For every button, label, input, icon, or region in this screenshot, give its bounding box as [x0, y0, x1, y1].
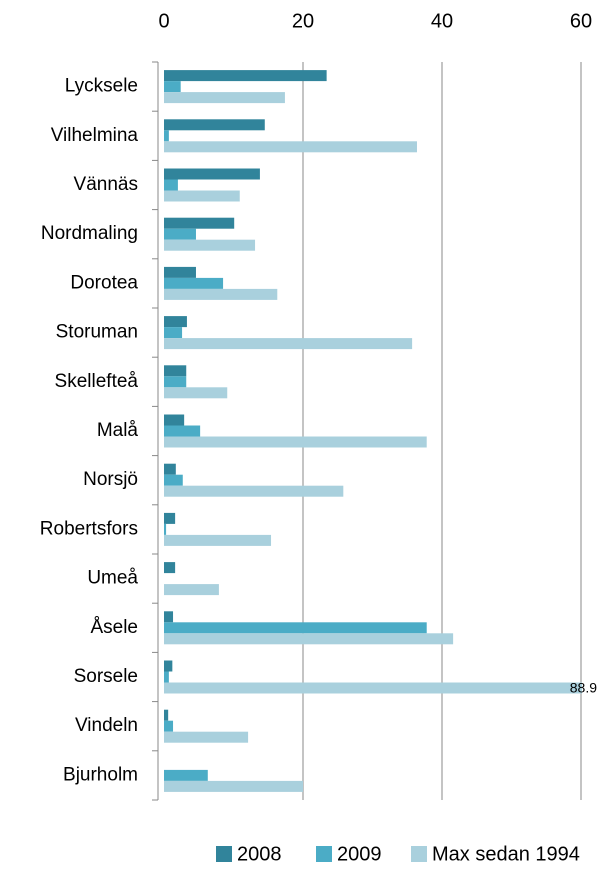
grid — [302, 62, 582, 800]
bar — [164, 239, 256, 251]
bar — [164, 425, 201, 437]
bar — [164, 92, 285, 104]
bar — [164, 534, 272, 546]
bar — [164, 709, 169, 721]
y-tick-label: Lycksele — [65, 76, 138, 97]
legend-swatch — [316, 846, 332, 862]
bar — [164, 463, 176, 475]
legend-swatch — [216, 846, 232, 862]
bar — [164, 720, 174, 732]
bar — [164, 130, 169, 142]
y-tick-label: Åsele — [90, 617, 138, 638]
bar — [164, 660, 173, 672]
bar — [164, 141, 417, 153]
y-tick-label: Vilhelmina — [51, 125, 139, 146]
y-tick-label: Dorotea — [70, 272, 138, 293]
bar — [164, 769, 208, 781]
x-tick-label: 0 — [158, 10, 169, 32]
legend-label: Max sedan 1994 — [432, 843, 580, 865]
bar — [164, 119, 265, 131]
bar — [164, 316, 187, 328]
bar — [164, 562, 176, 574]
bar — [164, 387, 228, 399]
bar — [164, 485, 344, 497]
bar — [164, 327, 183, 339]
bar — [164, 474, 183, 486]
bar — [164, 414, 185, 426]
bar — [164, 584, 219, 596]
bar — [164, 731, 249, 743]
legend-label: 2008 — [237, 843, 282, 865]
y-tick-label: Bjurholm — [63, 764, 138, 785]
bar — [164, 81, 181, 93]
bar — [164, 633, 454, 645]
bar — [164, 622, 427, 634]
bar — [164, 168, 260, 180]
legend-swatch — [411, 846, 427, 862]
bar — [164, 190, 240, 202]
data-label: 88.9 — [570, 680, 597, 696]
y-tick-label: Vindeln — [75, 715, 138, 736]
bar — [164, 376, 187, 388]
legend-label: 2009 — [337, 843, 382, 865]
bar — [164, 365, 187, 377]
bar — [164, 266, 196, 278]
bar — [164, 671, 169, 683]
bar — [164, 338, 413, 350]
bar — [164, 682, 582, 694]
bar — [164, 288, 278, 300]
x-tick-label: 40 — [431, 10, 453, 32]
y-tick-label: Norsjö — [83, 469, 138, 490]
y-tick-label: Sorsele — [74, 666, 138, 687]
bar — [164, 70, 327, 82]
bar — [164, 277, 224, 289]
bar — [164, 436, 427, 448]
y-tick-label: Malå — [97, 420, 139, 441]
bar — [164, 523, 167, 535]
y-tick-label: Storuman — [56, 322, 138, 343]
bar — [164, 512, 176, 524]
bar — [164, 611, 174, 623]
bar — [164, 228, 196, 240]
bars — [164, 70, 582, 792]
bar — [164, 780, 303, 792]
y-tick-label: Robertsfors — [40, 518, 138, 539]
y-tick-label: Vännäs — [74, 174, 138, 195]
bar — [164, 217, 235, 229]
x-tick-label: 20 — [292, 10, 314, 32]
y-tick-label: Skellefteå — [55, 371, 139, 392]
bar — [164, 179, 178, 191]
x-tick-label: 60 — [570, 10, 592, 32]
y-tick-label: Nordmaling — [41, 223, 138, 244]
y-tick-label: Umeå — [87, 568, 138, 589]
